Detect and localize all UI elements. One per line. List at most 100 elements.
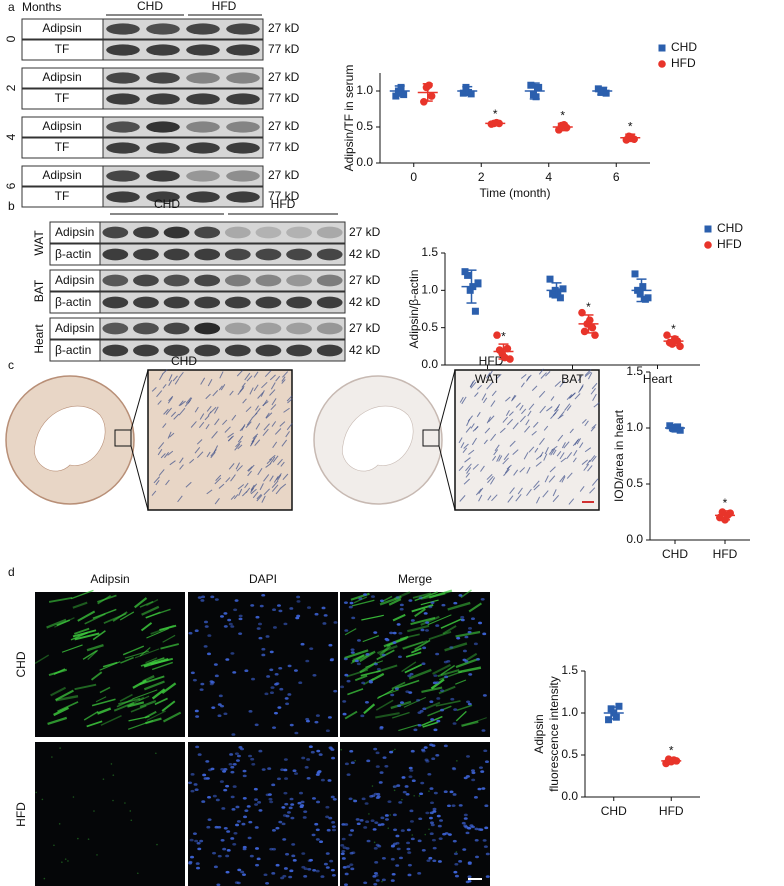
dapi-nucleus [430, 718, 435, 721]
dapi-nucleus [271, 872, 276, 875]
adipsin-signal [35, 791, 38, 794]
dapi-nucleus [310, 750, 315, 754]
dapi-nucleus [374, 821, 379, 824]
dapi-nucleus [443, 744, 448, 748]
dapi-nucleus [325, 852, 330, 855]
adipsin-signal [86, 720, 103, 728]
dapi-nucleus [269, 650, 274, 654]
dapi-nucleus [483, 845, 488, 848]
dapi-nucleus [437, 860, 442, 863]
nucleus [256, 494, 263, 502]
band-name: TF [55, 42, 70, 56]
nucleus [281, 439, 288, 447]
adipsin-signal [410, 616, 436, 626]
adipsin-signal [368, 813, 370, 815]
y-tick-label: 1.5 [421, 245, 438, 259]
nucleus [287, 398, 293, 404]
significance-mark: * [586, 300, 591, 314]
dapi-nucleus [366, 839, 371, 843]
data-point [636, 290, 644, 298]
dapi-nucleus [283, 622, 288, 626]
dapi-nucleus [301, 852, 306, 855]
dapi-nucleus [417, 711, 422, 714]
nucleus [459, 495, 466, 502]
blot-band [102, 296, 129, 309]
nucleus [579, 486, 585, 492]
y-axis-label: Adipsin/TF in serum [342, 65, 356, 172]
adipsin-signal [87, 838, 90, 840]
adipsin-signal [394, 679, 420, 690]
nucleus [523, 452, 529, 460]
dapi-nucleus [344, 762, 349, 766]
dapi-nucleus [478, 766, 483, 769]
dapi-nucleus [229, 753, 234, 756]
dapi-nucleus [248, 754, 253, 758]
nucleus [474, 425, 479, 431]
dapi-nucleus [406, 828, 411, 832]
dapi-nucleus [372, 828, 377, 831]
nucleus [264, 370, 272, 378]
adipsin-signal [386, 637, 408, 647]
nucleus [544, 447, 549, 455]
dapi-nucleus [232, 671, 237, 674]
adipsin-signal [139, 675, 165, 686]
y-tick-label: 1.0 [421, 283, 438, 297]
dapi-nucleus [452, 722, 457, 725]
nucleus [465, 472, 470, 478]
blot-band [286, 248, 312, 261]
nucleus [593, 402, 600, 408]
nucleus [241, 382, 246, 388]
dapi-nucleus [235, 823, 240, 827]
dapi-nucleus [418, 596, 423, 600]
nucleus [218, 385, 223, 391]
blot-strip [99, 317, 346, 340]
nucleus [507, 495, 514, 503]
dapi-nucleus [303, 875, 308, 878]
dapi-nucleus [195, 745, 200, 749]
data-point [464, 271, 472, 279]
dapi-nucleus [274, 682, 279, 686]
significance-mark: * [671, 322, 676, 336]
nucleus [245, 487, 251, 493]
adipsin-signal [455, 657, 480, 669]
nucleus [250, 484, 255, 491]
blot-band [286, 274, 312, 287]
nucleus [539, 405, 546, 414]
nucleus [486, 381, 493, 390]
nucleus [252, 433, 259, 439]
nucleus [247, 466, 253, 472]
nucleus [487, 475, 494, 484]
dapi-nucleus [470, 617, 475, 621]
nucleus [253, 371, 259, 378]
dapi-nucleus [465, 755, 470, 758]
data-point [559, 285, 567, 293]
dapi-nucleus [283, 791, 288, 795]
adipsin-signal [412, 592, 432, 599]
nucleus [548, 448, 554, 455]
dapi-nucleus [444, 675, 449, 679]
nucleus [505, 396, 511, 402]
dapi-nucleus [230, 837, 235, 840]
adipsin-signal [344, 628, 357, 636]
dapi-nucleus [325, 805, 330, 809]
nucleus [554, 380, 561, 387]
dapi-nucleus [287, 664, 292, 668]
dapi-nucleus [342, 700, 347, 703]
adipsin-signal [91, 698, 116, 707]
tissue-label: Heart [32, 324, 46, 354]
blot-band [226, 142, 260, 154]
dapi-nucleus [391, 872, 396, 876]
nucleus [557, 434, 564, 442]
blot-band [186, 23, 220, 35]
dapi-nucleus [241, 822, 246, 826]
dapi-nucleus [430, 801, 435, 805]
nucleus [255, 405, 259, 411]
adipsin-signal [48, 668, 68, 677]
dapi-nucleus [462, 649, 467, 653]
data-point [588, 323, 597, 332]
ventricle-lumen [342, 405, 414, 472]
nucleus [253, 384, 259, 392]
dapi-nucleus [240, 870, 245, 874]
nucleus [269, 456, 276, 464]
legend-label: HFD [717, 237, 742, 251]
